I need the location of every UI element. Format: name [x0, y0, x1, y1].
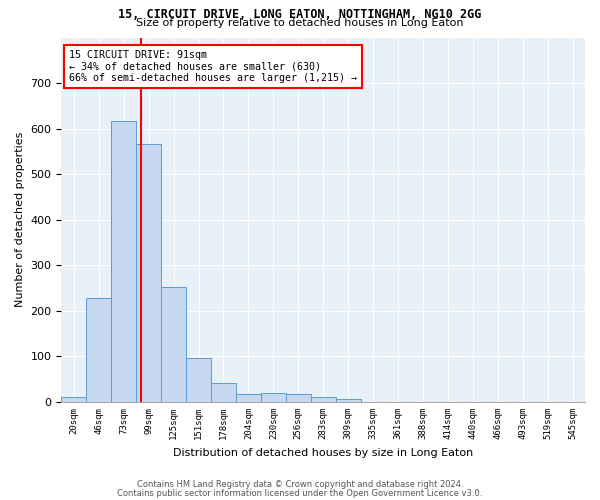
Text: 15 CIRCUIT DRIVE: 91sqm
← 34% of detached houses are smaller (630)
66% of semi-d: 15 CIRCUIT DRIVE: 91sqm ← 34% of detache… — [69, 50, 357, 84]
Bar — [311, 398, 335, 402]
Text: Contains HM Land Registry data © Crown copyright and database right 2024.: Contains HM Land Registry data © Crown c… — [137, 480, 463, 489]
Y-axis label: Number of detached properties: Number of detached properties — [15, 132, 25, 308]
Bar — [286, 394, 311, 402]
Bar — [236, 394, 261, 402]
Text: Size of property relative to detached houses in Long Eaton: Size of property relative to detached ho… — [136, 18, 464, 28]
Bar — [186, 358, 211, 402]
Bar — [111, 121, 136, 402]
Text: Contains public sector information licensed under the Open Government Licence v3: Contains public sector information licen… — [118, 489, 482, 498]
Bar — [261, 393, 286, 402]
X-axis label: Distribution of detached houses by size in Long Eaton: Distribution of detached houses by size … — [173, 448, 473, 458]
Bar — [161, 287, 186, 402]
Bar — [136, 144, 161, 402]
Bar — [61, 398, 86, 402]
Bar — [86, 298, 111, 402]
Bar — [211, 383, 236, 402]
Bar — [335, 399, 361, 402]
Text: 15, CIRCUIT DRIVE, LONG EATON, NOTTINGHAM, NG10 2GG: 15, CIRCUIT DRIVE, LONG EATON, NOTTINGHA… — [118, 8, 482, 20]
